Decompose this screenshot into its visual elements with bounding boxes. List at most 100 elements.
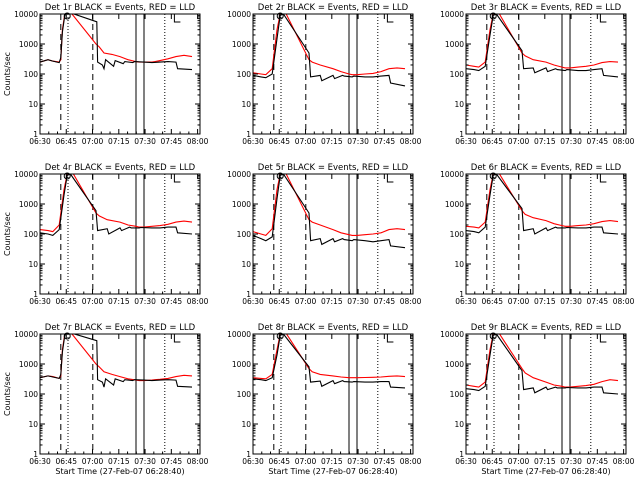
y-tick-label: 1 bbox=[459, 450, 464, 459]
series-group bbox=[253, 14, 406, 87]
y-tick-label: 1000 bbox=[445, 40, 464, 49]
x-tick-label: 07:30 bbox=[560, 457, 582, 466]
x-tick-label: 07:15 bbox=[534, 457, 556, 466]
x-tick-label: 06:45 bbox=[268, 297, 290, 306]
y-tick-label: 100 bbox=[24, 70, 39, 79]
bracket-marker bbox=[173, 174, 181, 183]
x-tick-label: 07:15 bbox=[534, 137, 556, 146]
x-tick-label: 08:00 bbox=[187, 137, 209, 146]
chart-panel-7: Det 7r BLACK = Events, RED = LLD 1 10 100 10… bbox=[3, 323, 209, 476]
x-tick-label: 07:00 bbox=[82, 297, 104, 306]
x-tick-label: 06:30 bbox=[455, 457, 477, 466]
panel-title: Det 2r BLACK = Events, RED = LLD bbox=[258, 3, 409, 13]
y-axis-label: Counts/sec bbox=[3, 212, 12, 256]
x-axis-label: Start Time (27-Feb-07 06:28:40) bbox=[481, 467, 610, 476]
y-tick-label: 1000 bbox=[19, 40, 38, 49]
bracket-marker bbox=[599, 334, 607, 343]
y-tick-label: 10 bbox=[241, 260, 251, 269]
panel-title: Det 4r BLACK = Events, RED = LLD bbox=[45, 163, 196, 173]
series-group bbox=[466, 334, 619, 395]
y-tick-label: 1 bbox=[33, 290, 38, 299]
saturation-marker bbox=[489, 332, 497, 340]
x-tick-label: 07:00 bbox=[295, 297, 317, 306]
x-tick-label: 07:45 bbox=[161, 137, 183, 146]
series-line-lld bbox=[253, 174, 406, 237]
x-tick-label: 07:45 bbox=[587, 297, 609, 306]
y-tick-label: 1 bbox=[33, 130, 38, 139]
series-line-events bbox=[466, 174, 619, 235]
bracket-marker bbox=[173, 334, 181, 343]
x-tick-label: 06:45 bbox=[55, 457, 77, 466]
series-group bbox=[253, 334, 406, 389]
y-tick-label: 10 bbox=[241, 100, 251, 109]
y-tick-label: 100 bbox=[450, 230, 465, 239]
x-tick-label: 08:00 bbox=[400, 137, 422, 146]
y-tick-label: 100 bbox=[450, 70, 465, 79]
saturation-marker bbox=[489, 12, 497, 20]
x-tick-label: 07:45 bbox=[161, 297, 183, 306]
chart-panel-3: Det 3r BLACK = Events, RED = LLD 1 10 100 10… bbox=[440, 3, 634, 146]
x-tick-label: 06:45 bbox=[55, 297, 77, 306]
panel-title: Det 9r BLACK = Events, RED = LLD bbox=[471, 323, 622, 333]
y-axis-label: Counts/sec bbox=[3, 52, 12, 96]
bracket-marker bbox=[386, 334, 394, 343]
y-tick-label: 1000 bbox=[232, 360, 251, 369]
x-tick-label: 07:15 bbox=[108, 137, 130, 146]
series-line-events bbox=[466, 14, 619, 78]
x-tick-label: 07:00 bbox=[508, 297, 530, 306]
y-axis-label: Counts/sec bbox=[3, 372, 12, 416]
y-tick-label: 1 bbox=[246, 130, 251, 139]
bracket-marker bbox=[599, 174, 607, 183]
y-tick-label: 1000 bbox=[445, 360, 464, 369]
x-tick-label: 06:30 bbox=[242, 457, 264, 466]
chart-panel-4: Det 4r BLACK = Events, RED = LLD 1 10 100 10… bbox=[3, 163, 209, 306]
bracket-marker bbox=[599, 14, 607, 23]
saturation-marker bbox=[276, 172, 284, 180]
series-line-lld bbox=[466, 174, 619, 229]
x-tick-label: 06:30 bbox=[29, 137, 51, 146]
x-tick-label: 07:00 bbox=[295, 137, 317, 146]
bracket-marker bbox=[386, 14, 394, 23]
series-group bbox=[466, 14, 619, 78]
y-tick-label: 1 bbox=[246, 450, 251, 459]
series-line-events bbox=[253, 334, 406, 389]
panel-title: Det 1r BLACK = Events, RED = LLD bbox=[45, 3, 196, 13]
x-tick-label: 07:15 bbox=[108, 297, 130, 306]
x-tick-label: 06:45 bbox=[55, 137, 77, 146]
saturation-marker bbox=[276, 332, 284, 340]
y-tick-label: 10000 bbox=[227, 330, 251, 339]
x-tick-label: 07:30 bbox=[134, 137, 156, 146]
x-axis-label: Start Time (27-Feb-07 06:28:40) bbox=[55, 467, 184, 476]
series-line-events bbox=[40, 14, 193, 71]
x-tick-label: 06:30 bbox=[455, 297, 477, 306]
x-tick-label: 06:45 bbox=[481, 137, 503, 146]
x-tick-label: 08:00 bbox=[187, 457, 209, 466]
x-tick-label: 07:00 bbox=[82, 457, 104, 466]
plot-frame bbox=[39, 333, 201, 455]
y-tick-label: 1 bbox=[459, 290, 464, 299]
x-tick-label: 07:30 bbox=[347, 457, 369, 466]
chart-panel-1: Det 1r BLACK = Events, RED = LLD 1 10 100 10… bbox=[3, 3, 209, 146]
chart-panel-6: Det 6r BLACK = Events, RED = LLD 1 10 100 10… bbox=[440, 163, 634, 306]
x-tick-label: 08:00 bbox=[613, 297, 635, 306]
y-tick-label: 1000 bbox=[232, 40, 251, 49]
y-tick-label: 10 bbox=[454, 100, 464, 109]
series-group bbox=[466, 174, 619, 235]
series-line-lld bbox=[253, 334, 406, 380]
x-tick-label: 07:15 bbox=[321, 137, 343, 146]
y-tick-label: 1000 bbox=[445, 200, 464, 209]
series-group bbox=[40, 334, 193, 388]
x-tick-label: 07:30 bbox=[347, 297, 369, 306]
y-tick-label: 100 bbox=[450, 390, 465, 399]
x-tick-label: 06:45 bbox=[268, 457, 290, 466]
y-tick-label: 10 bbox=[454, 260, 464, 269]
panel-title: Det 3r BLACK = Events, RED = LLD bbox=[471, 3, 622, 13]
x-tick-label: 06:30 bbox=[242, 297, 264, 306]
series-line-events bbox=[253, 174, 406, 249]
x-tick-label: 08:00 bbox=[400, 297, 422, 306]
x-tick-label: 06:45 bbox=[481, 457, 503, 466]
series-line-lld bbox=[40, 334, 193, 382]
x-tick-label: 07:15 bbox=[321, 297, 343, 306]
saturation-marker bbox=[63, 12, 71, 20]
